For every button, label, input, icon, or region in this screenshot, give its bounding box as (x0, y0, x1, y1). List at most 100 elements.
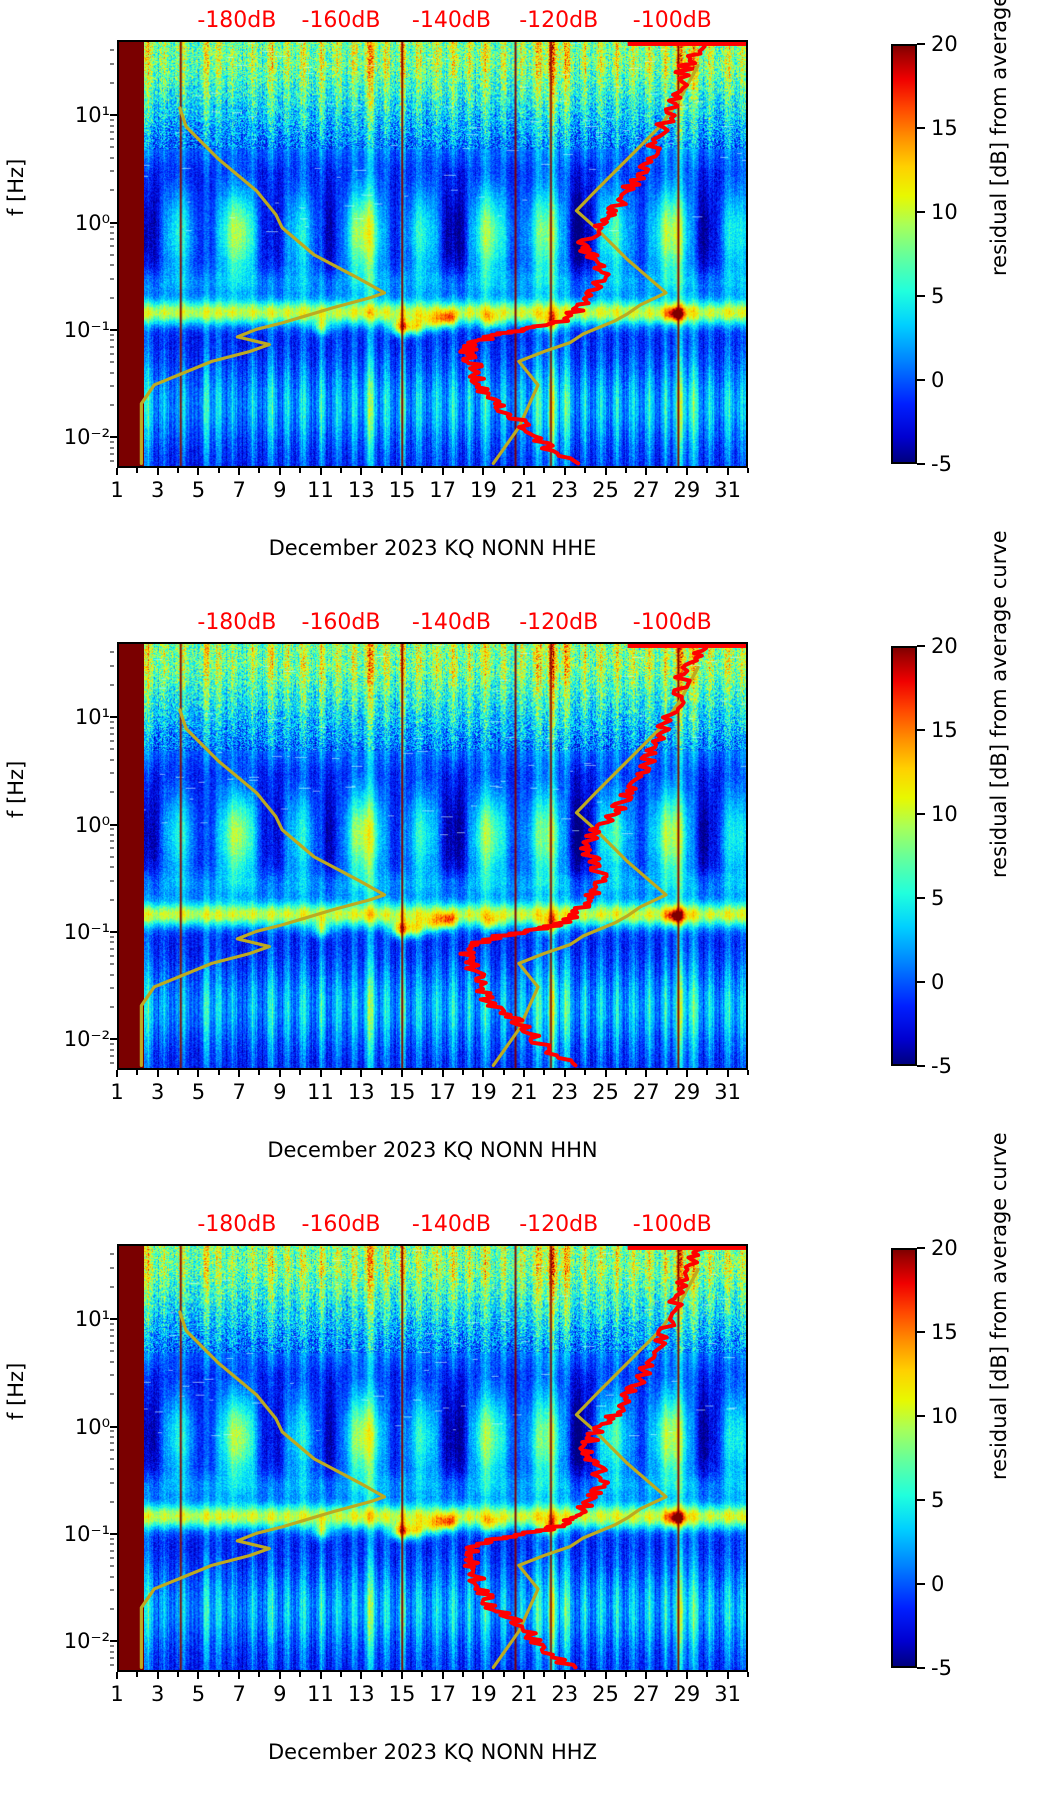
x-major-tick (441, 1070, 444, 1077)
y-minor-tick (110, 665, 114, 667)
x-major-tick (278, 1070, 281, 1077)
y-minor-tick (110, 1550, 114, 1552)
y-minor-tick (110, 170, 114, 172)
y-minor-tick (110, 1449, 114, 1451)
y-minor-tick (110, 772, 114, 774)
y-minor-tick (110, 82, 114, 84)
spectrogram-image-hhz (119, 1246, 746, 1670)
x-minor-tick (217, 468, 220, 473)
x-axis-ticks-hhe: 1 3 5 7 9 11 13 15 17 19 21 23 25 27 29 31 (110, 468, 749, 518)
y-minor-tick (110, 131, 114, 133)
y-tick-label: 10⁰ (74, 1414, 110, 1439)
y-minor-tick (110, 49, 114, 51)
colorbar-tick-label: -5 (931, 1054, 952, 1078)
x-tick-label: 25 (592, 478, 619, 502)
x-tick-label: 17 (429, 1080, 457, 1104)
x-minor-tick (258, 1070, 261, 1075)
y-minor-tick (110, 1062, 114, 1064)
x-tick-label: 27 (632, 1682, 660, 1706)
x-major-tick (482, 468, 485, 475)
top-db-label: -120dB (519, 1212, 599, 1237)
y-minor-tick (110, 1651, 114, 1653)
x-tick-label: 27 (632, 478, 660, 502)
x-major-tick (116, 468, 118, 475)
colorbar-tick (917, 1667, 925, 1669)
spectrogram-canvas (119, 1246, 746, 1670)
colorbar-tick-label: 5 (931, 886, 945, 910)
x-minor-tick (177, 1672, 180, 1677)
spectrogram-canvas (119, 42, 746, 466)
y-minor-tick (110, 740, 114, 742)
y-tick-label: 10⁻² (63, 1027, 110, 1052)
x-tick-label: 31 (714, 1080, 742, 1104)
x-minor-tick (217, 1672, 220, 1677)
x-minor-tick (665, 468, 668, 473)
x-major-tick (523, 1672, 526, 1679)
y-minor-tick (110, 834, 114, 836)
x-minor-tick (380, 1672, 383, 1677)
colorbar-tick-label: 0 (931, 1572, 945, 1596)
colorbar-gradient (891, 1248, 917, 1668)
y-tick-label: 10¹ (74, 103, 110, 128)
colorbar-tick-label: 20 (931, 1236, 958, 1260)
x-tick-label: 31 (714, 1682, 742, 1706)
top-db-label: -100dB (632, 8, 712, 33)
saturated-left-block (119, 1246, 144, 1670)
x-minor-tick (421, 1070, 424, 1075)
y-tick-label: 10⁻¹ (63, 318, 110, 343)
colorbar-tick (917, 211, 925, 213)
y-major-tick (110, 221, 117, 224)
x-minor-tick (502, 468, 505, 473)
y-minor-tick (110, 856, 114, 858)
y-minor-tick (110, 1543, 114, 1545)
y-minor-tick (110, 1329, 114, 1331)
colorbar-tick (917, 897, 925, 899)
spectrogram-image-hhe (119, 42, 746, 466)
colorbar-tick (917, 127, 925, 129)
x-tick-label: 31 (714, 478, 742, 502)
y-major-tick (110, 114, 117, 117)
x-major-tick (523, 468, 526, 475)
x-major-tick (645, 1070, 648, 1077)
x-tick-label: 25 (592, 1080, 619, 1104)
x-minor-tick (502, 1070, 505, 1075)
x-tick-label: 1 (110, 1682, 124, 1706)
y-minor-tick (110, 138, 114, 140)
x-tick-label: 19 (470, 1682, 497, 1706)
x-major-tick (319, 468, 322, 475)
y-minor-tick (110, 1501, 114, 1503)
y-minor-tick (110, 1335, 114, 1337)
x-tick-label: 19 (470, 1080, 497, 1104)
x-minor-tick (747, 468, 749, 473)
x-minor-tick (584, 468, 587, 473)
colorbar-tick (917, 1247, 925, 1249)
x-minor-tick (624, 1070, 627, 1075)
y-minor-tick (110, 1393, 114, 1395)
x-major-tick (400, 1070, 403, 1077)
x-minor-tick (299, 468, 302, 473)
y-minor-tick (110, 297, 114, 299)
y-minor-tick (110, 1436, 114, 1438)
y-minor-tick (110, 385, 114, 387)
x-major-tick (645, 1672, 648, 1679)
x-major-tick (441, 1672, 444, 1679)
y-minor-tick (110, 963, 114, 965)
colorbar-tick (917, 1583, 925, 1585)
x-major-tick (116, 1070, 118, 1077)
y-minor-tick (110, 264, 114, 266)
y-minor-tick (110, 1608, 114, 1610)
y-minor-tick (110, 447, 114, 449)
x-major-tick (238, 1070, 241, 1077)
x-tick-label: 5 (191, 1080, 206, 1104)
y-minor-tick (110, 278, 114, 280)
colorbar-tick-label: 5 (931, 1488, 945, 1512)
colorbar-tick-label: 15 (931, 718, 958, 742)
x-minor-tick (747, 1672, 749, 1677)
x-tick-label: 21 (510, 1682, 538, 1706)
x-minor-tick (136, 468, 139, 473)
x-major-tick (156, 1672, 159, 1679)
colorbar-tick-label: 15 (931, 116, 958, 140)
y-tick-label: 10⁰ (74, 812, 110, 837)
y-major-tick (110, 1425, 117, 1428)
